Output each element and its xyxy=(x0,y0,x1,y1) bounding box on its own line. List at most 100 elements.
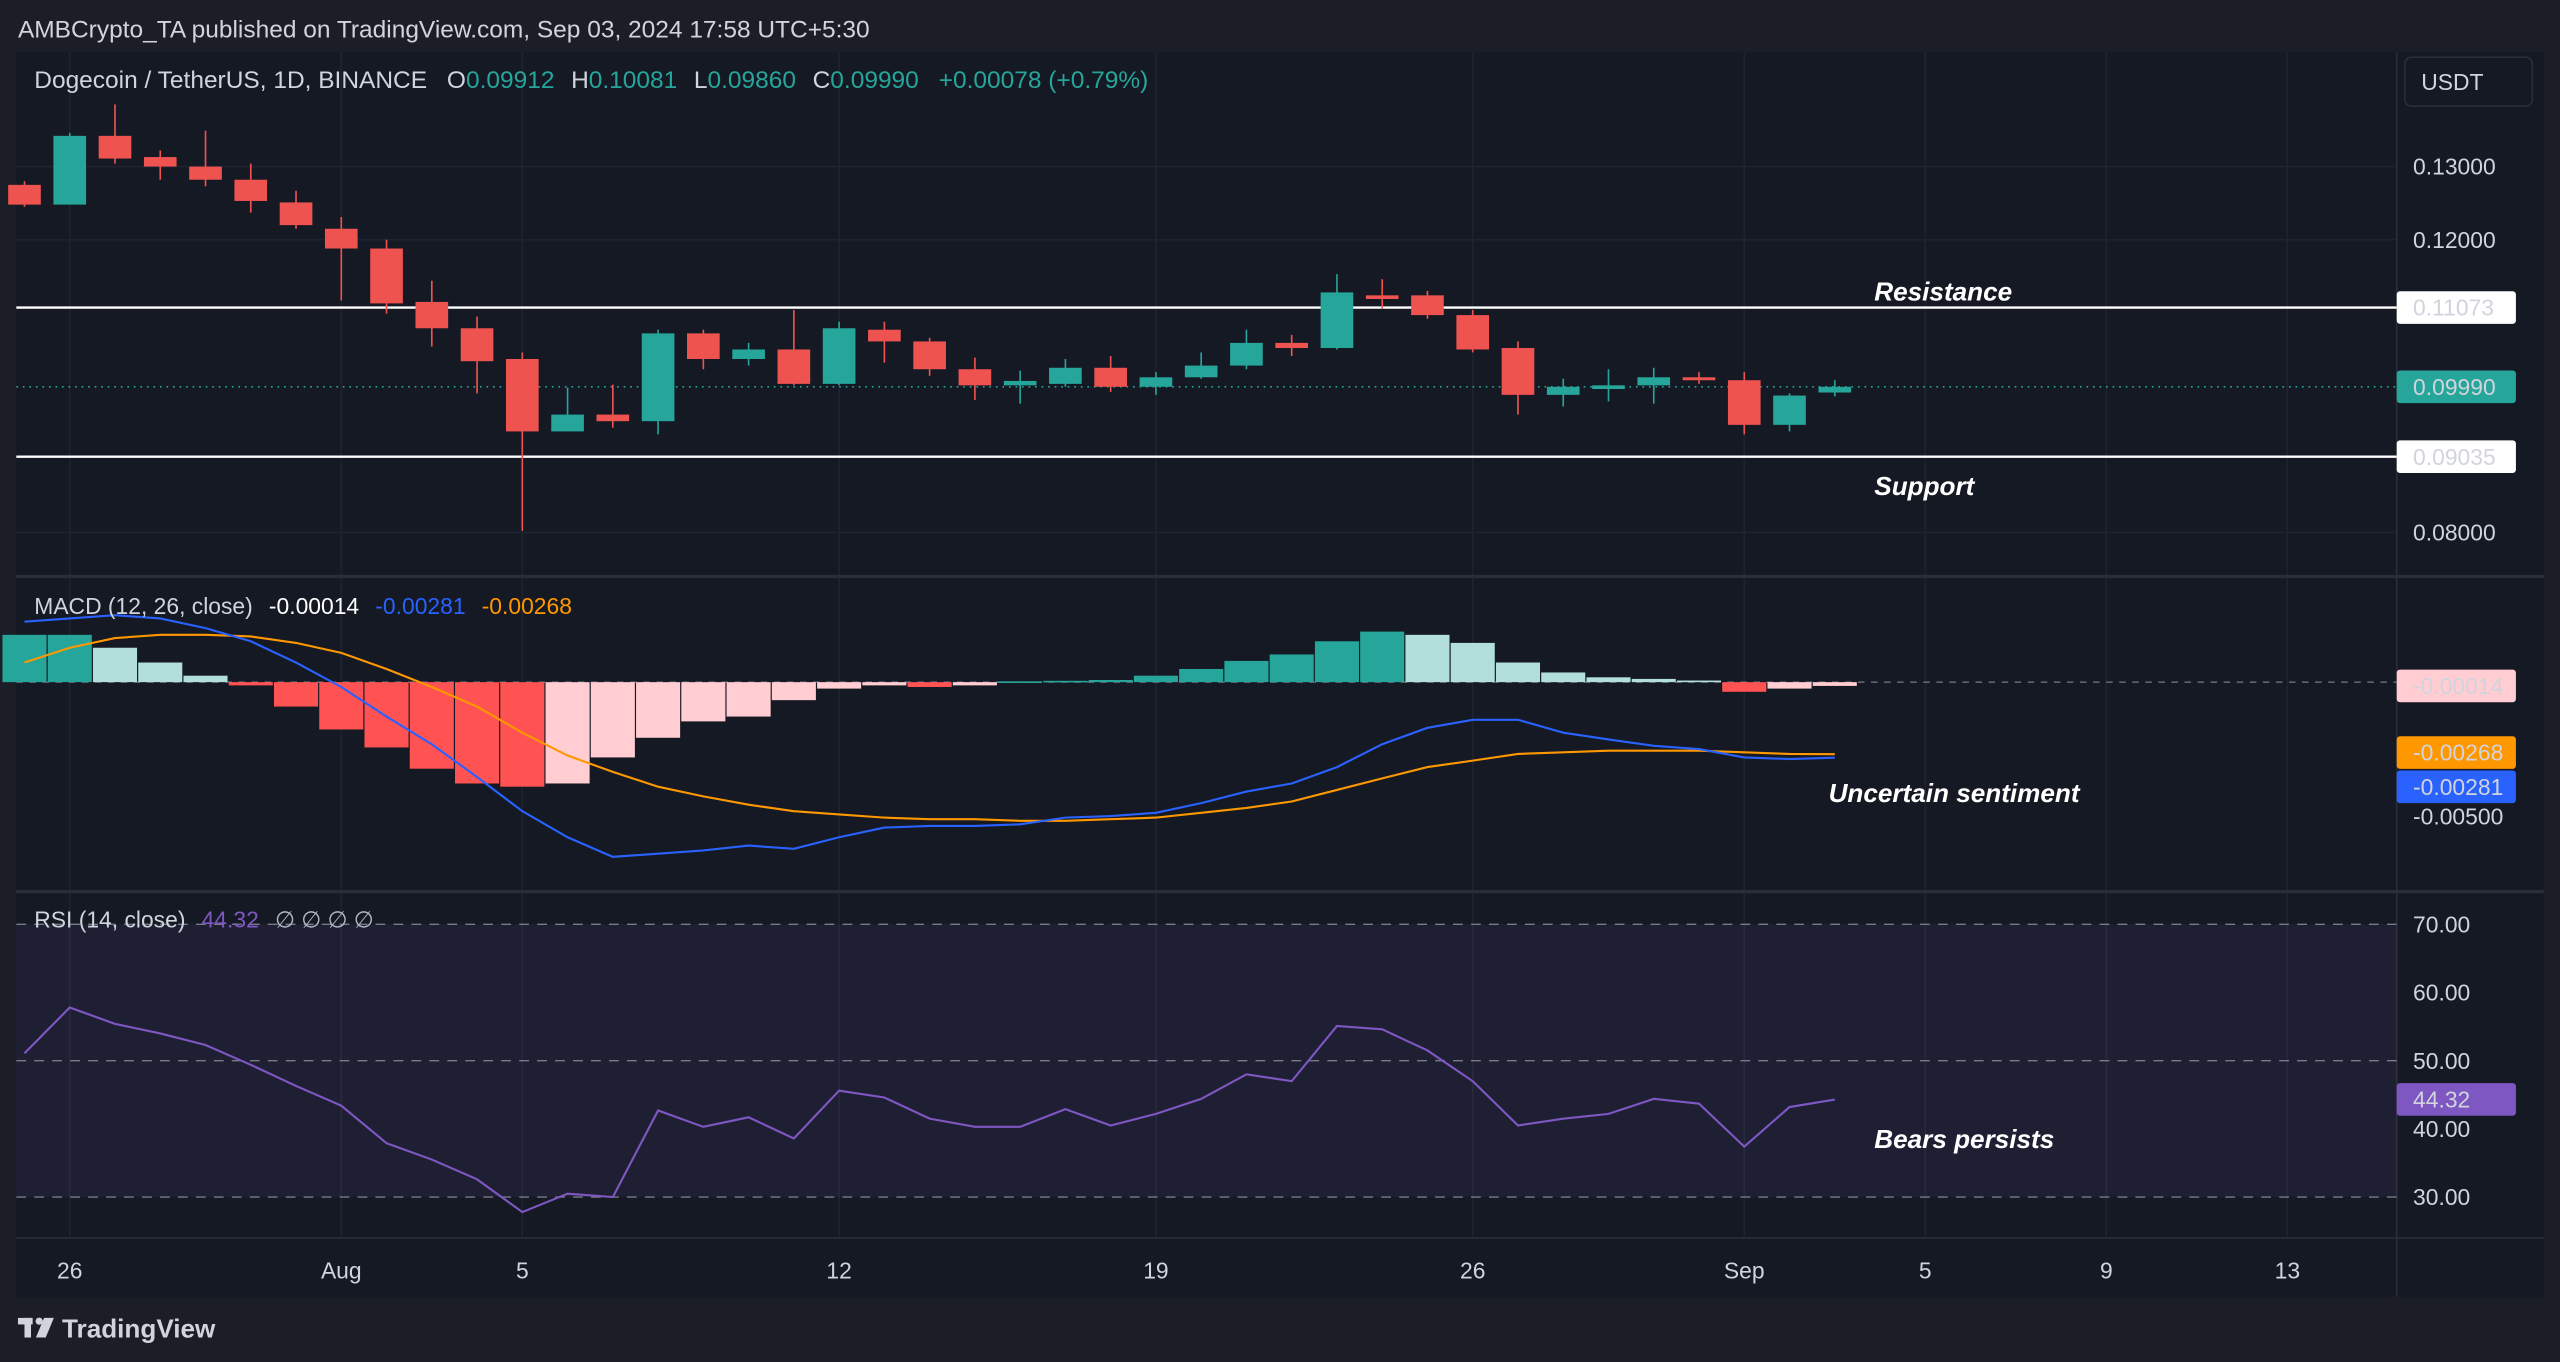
rsi-tick: 30.00 xyxy=(2413,1184,2470,1210)
date-tick: Aug xyxy=(321,1258,362,1284)
macd-histogram-bar xyxy=(862,682,907,686)
tradingview-logo[interactable]: TradingView xyxy=(17,1314,216,1344)
macd-histogram-bar xyxy=(500,682,545,787)
candle-body xyxy=(1184,365,1218,378)
price-axis[interactable]: 0.13000 0.12000 0.08000 -0.00500 70.00 60.00 5… xyxy=(2396,154,2516,1210)
candle-body xyxy=(1230,342,1263,366)
price-tick: 0.08000 xyxy=(2413,520,2496,546)
candle-body xyxy=(777,349,811,384)
svg-text:MACD (12, 26, close) -0.: MACD (12, 26, close) -0.00014 -0.00281 -… xyxy=(34,593,572,619)
macd-histogram-bar xyxy=(1405,634,1450,683)
low-value: 0.09860 xyxy=(708,67,797,94)
candle-body xyxy=(189,166,222,180)
open-label: O xyxy=(447,67,466,94)
candle-body xyxy=(1546,386,1580,395)
rsi-tick: 60.00 xyxy=(2413,980,2470,1006)
macd-histogram-bar xyxy=(545,682,590,784)
candle-body xyxy=(234,179,268,201)
candle-body xyxy=(958,369,992,386)
macd-histogram-bar xyxy=(1088,679,1133,683)
macd-histogram-bar xyxy=(364,682,409,748)
macd-histogram-bar xyxy=(1495,662,1541,683)
rsi-legend[interactable]: RSI (14, close) 44.32 ∅ ∅ ∅ ∅ xyxy=(34,907,373,933)
macd-histogram-bar xyxy=(1360,631,1405,683)
macd-signal-value: -0.00268 xyxy=(482,593,572,619)
rsi-line xyxy=(23,1006,1835,1214)
candle-body xyxy=(868,329,901,342)
candle-body xyxy=(641,333,675,422)
macd-value: -0.00281 xyxy=(375,593,465,619)
macd-histogram-bar xyxy=(92,647,138,683)
macd-hist-label-box xyxy=(2396,669,2516,703)
close-label: C xyxy=(813,67,831,94)
candle-body xyxy=(1637,377,1671,386)
macd-line-label: -0.00281 xyxy=(2413,774,2503,800)
grid xyxy=(16,52,2397,1238)
last-price-label-box xyxy=(2396,370,2516,404)
candle-body xyxy=(913,341,946,370)
rsi-value: 44.32 xyxy=(202,907,259,933)
date-tick: 26 xyxy=(1460,1258,1485,1284)
macd-annotation: Uncertain sentiment xyxy=(1829,778,2081,808)
macd-histogram-bar xyxy=(1224,660,1269,683)
symbol-legend: Dogecoin / TetherUS, 1D, BINANCE O0.0991… xyxy=(34,67,1148,94)
date-tick: 9 xyxy=(2100,1258,2113,1284)
macd-histogram-bar xyxy=(1586,677,1631,683)
macd-histogram-bar xyxy=(681,682,726,722)
macd-histogram-bar xyxy=(319,682,364,730)
macd-histogram-bar xyxy=(1541,672,1586,683)
price-tick: 0.13000 xyxy=(2413,154,2496,180)
candle-body xyxy=(324,228,358,249)
publish-caption: AMBCrypto_TA published on TradingView.co… xyxy=(18,17,870,44)
high-label: H xyxy=(571,67,589,94)
macd-histogram-bar xyxy=(1767,682,1812,689)
candle-body xyxy=(1592,385,1625,389)
support-price-label: 0.09035 xyxy=(2413,444,2496,470)
close-value: 0.09990 xyxy=(830,67,919,94)
macd-histogram-bar xyxy=(1631,678,1676,683)
support-resistance-levels[interactable] xyxy=(16,306,2397,458)
candle-body xyxy=(1139,377,1173,387)
rsi-annotation: Bears persists xyxy=(1874,1124,2054,1154)
open-value: 0.09912 xyxy=(466,67,555,94)
low-label: L xyxy=(694,67,708,94)
date-tick: 5 xyxy=(516,1258,529,1284)
candles[interactable] xyxy=(8,104,1852,531)
resistance-annotation: Resistance xyxy=(1874,276,2012,306)
candle-body xyxy=(1049,367,1082,384)
macd-histogram-bar xyxy=(1722,682,1767,692)
macd-histogram-bar xyxy=(1676,680,1722,683)
rsi-tick: 50.00 xyxy=(2413,1048,2470,1074)
date-tick: 12 xyxy=(826,1258,851,1284)
candle-body xyxy=(551,414,584,432)
candle-body xyxy=(1275,342,1309,349)
date-tick: 19 xyxy=(1143,1258,1168,1284)
candle-body xyxy=(415,301,449,329)
candle-body xyxy=(596,414,630,422)
candle-body xyxy=(1682,377,1716,381)
currency-label: USDT xyxy=(2421,69,2483,95)
rsi-last-label: 44.32 xyxy=(2413,1087,2470,1113)
candle-body xyxy=(1003,380,1037,386)
macd-tick: -0.00500 xyxy=(2413,804,2503,830)
date-tick: 26 xyxy=(57,1258,82,1284)
macd-histogram-bar xyxy=(907,682,952,687)
time-axis[interactable]: 26 Aug 5 12 19 26 Sep 5 9 13 xyxy=(57,1258,2300,1284)
candle-body xyxy=(822,328,856,384)
tradingview-logo-icon xyxy=(17,1317,54,1338)
support-price-label-box xyxy=(2396,440,2516,473)
rsi-last-label-box xyxy=(2396,1083,2516,1116)
candle-body xyxy=(8,184,41,205)
macd-signal-label: -0.00268 xyxy=(2413,740,2503,766)
macd-histogram-bar xyxy=(998,681,1043,683)
macd-histogram-bar xyxy=(1269,654,1314,683)
macd-histogram-bar xyxy=(952,682,997,686)
macd-legend[interactable]: MACD (12, 26, close) -0.00014 -0.00281 -… xyxy=(34,593,572,619)
macd-hist-value: -0.00014 xyxy=(269,593,360,619)
candle-body xyxy=(1456,315,1490,350)
candle-body xyxy=(1727,380,1761,425)
rsi-tick: 70.00 xyxy=(2413,911,2470,937)
macd-histogram-bar xyxy=(138,662,183,683)
currency-button[interactable]: USDT xyxy=(2404,56,2534,107)
